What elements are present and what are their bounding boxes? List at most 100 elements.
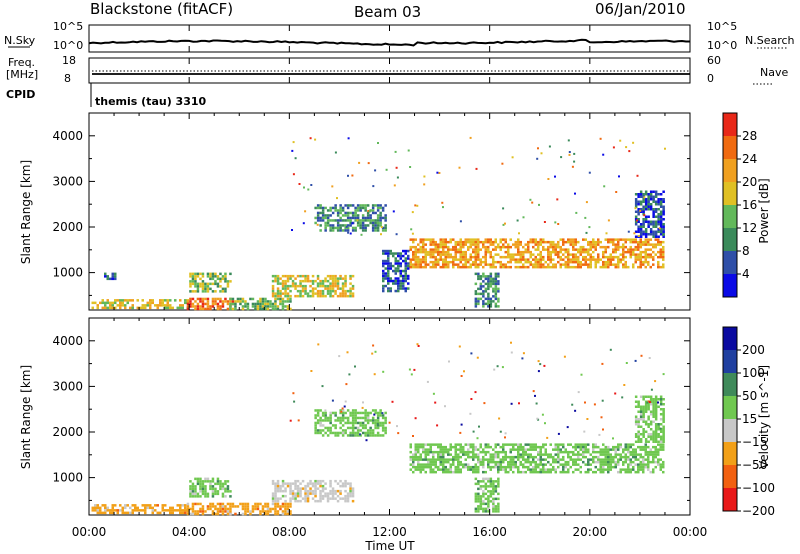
data-cell	[321, 209, 325, 212]
data-cell	[479, 248, 482, 251]
data-cell	[371, 421, 375, 425]
data-cell	[424, 258, 427, 261]
data-cell	[114, 299, 117, 302]
data-cell	[311, 489, 315, 493]
data-cell	[369, 214, 372, 217]
data-cell	[562, 445, 565, 449]
data-cell	[344, 292, 347, 295]
data-cell	[652, 458, 655, 461]
data-cell	[324, 221, 327, 225]
data-cell	[602, 458, 605, 461]
data-cell	[444, 448, 447, 451]
data-cell	[141, 299, 144, 302]
data-cell	[356, 224, 360, 227]
data-cell	[527, 260, 530, 264]
data-cell	[492, 460, 495, 464]
data-cell	[492, 243, 495, 246]
data-cell	[314, 487, 317, 490]
data-cell	[354, 421, 357, 425]
data-cell	[547, 468, 550, 471]
data-cell	[594, 455, 597, 459]
data-cell	[657, 230, 660, 233]
data-cell	[234, 512, 237, 516]
data-cell	[146, 504, 149, 507]
data-cell	[254, 502, 257, 506]
data-cell	[472, 453, 475, 456]
data-cell	[432, 263, 435, 266]
data-cell	[639, 240, 642, 244]
data-cell	[206, 505, 210, 508]
data-cell	[554, 245, 557, 249]
data-cell	[584, 450, 587, 454]
data-cell	[637, 468, 640, 471]
data-cell	[602, 265, 605, 269]
data-cell	[161, 301, 164, 305]
data-cell	[647, 200, 650, 203]
data-cell	[294, 282, 297, 285]
data-cell	[329, 214, 332, 217]
data-cell	[397, 259, 400, 263]
data-cell	[292, 392, 295, 395]
data-cell	[191, 490, 195, 493]
data-cell	[522, 250, 525, 254]
data-cell	[548, 145, 551, 148]
data-cell	[329, 284, 332, 288]
data-cell	[384, 259, 387, 263]
data-cell	[601, 362, 604, 365]
data-cell	[517, 260, 520, 264]
data-cell	[547, 253, 550, 256]
data-cell	[219, 482, 222, 486]
data-cell	[351, 492, 355, 495]
data-cell	[637, 438, 640, 441]
data-cell	[644, 440, 648, 443]
data-cell	[594, 265, 597, 269]
data-cell	[374, 226, 377, 230]
data-cell	[484, 497, 488, 501]
data-cell	[419, 250, 422, 254]
data-cell	[482, 492, 485, 496]
data-cell	[519, 448, 522, 451]
data-cell	[592, 255, 595, 259]
data-cell	[376, 224, 380, 227]
data-cell	[457, 240, 460, 244]
data-cell	[459, 245, 462, 249]
data-cell	[662, 465, 665, 469]
data-cell	[331, 497, 335, 500]
data-cell	[374, 411, 377, 415]
data-cell	[214, 482, 217, 486]
data-cell	[201, 507, 205, 511]
x-axis-label: Time UT	[364, 539, 415, 553]
data-cell	[634, 238, 637, 241]
data-cell	[452, 445, 455, 449]
data-cell	[399, 274, 402, 278]
data-cell	[444, 243, 447, 246]
data-cell	[659, 438, 663, 441]
data-cell	[612, 455, 615, 459]
data-cell	[164, 299, 167, 302]
data-cell	[366, 216, 370, 220]
data-cell	[341, 429, 345, 432]
data-cell	[657, 218, 660, 221]
data-cell	[349, 414, 352, 417]
data-cell	[654, 210, 658, 213]
data-cell	[349, 219, 352, 222]
data-cell	[657, 458, 660, 461]
data-cell	[276, 497, 280, 500]
data-cell	[614, 255, 617, 259]
data-cell	[289, 297, 292, 301]
data-cell	[239, 302, 242, 306]
data-cell	[547, 245, 550, 249]
data-cell	[209, 505, 212, 508]
data-cell	[474, 255, 477, 259]
data-cell	[467, 455, 470, 459]
data-cell	[652, 210, 655, 213]
data-cell	[291, 497, 295, 500]
data-cell	[662, 445, 665, 449]
data-cell	[269, 510, 272, 513]
station-title: Blackstone (fitACF)	[90, 0, 233, 18]
data-cell	[371, 419, 375, 422]
data-cell	[209, 277, 212, 281]
data-cell	[422, 255, 425, 259]
data-cell	[600, 416, 603, 419]
data-cell	[602, 448, 605, 451]
